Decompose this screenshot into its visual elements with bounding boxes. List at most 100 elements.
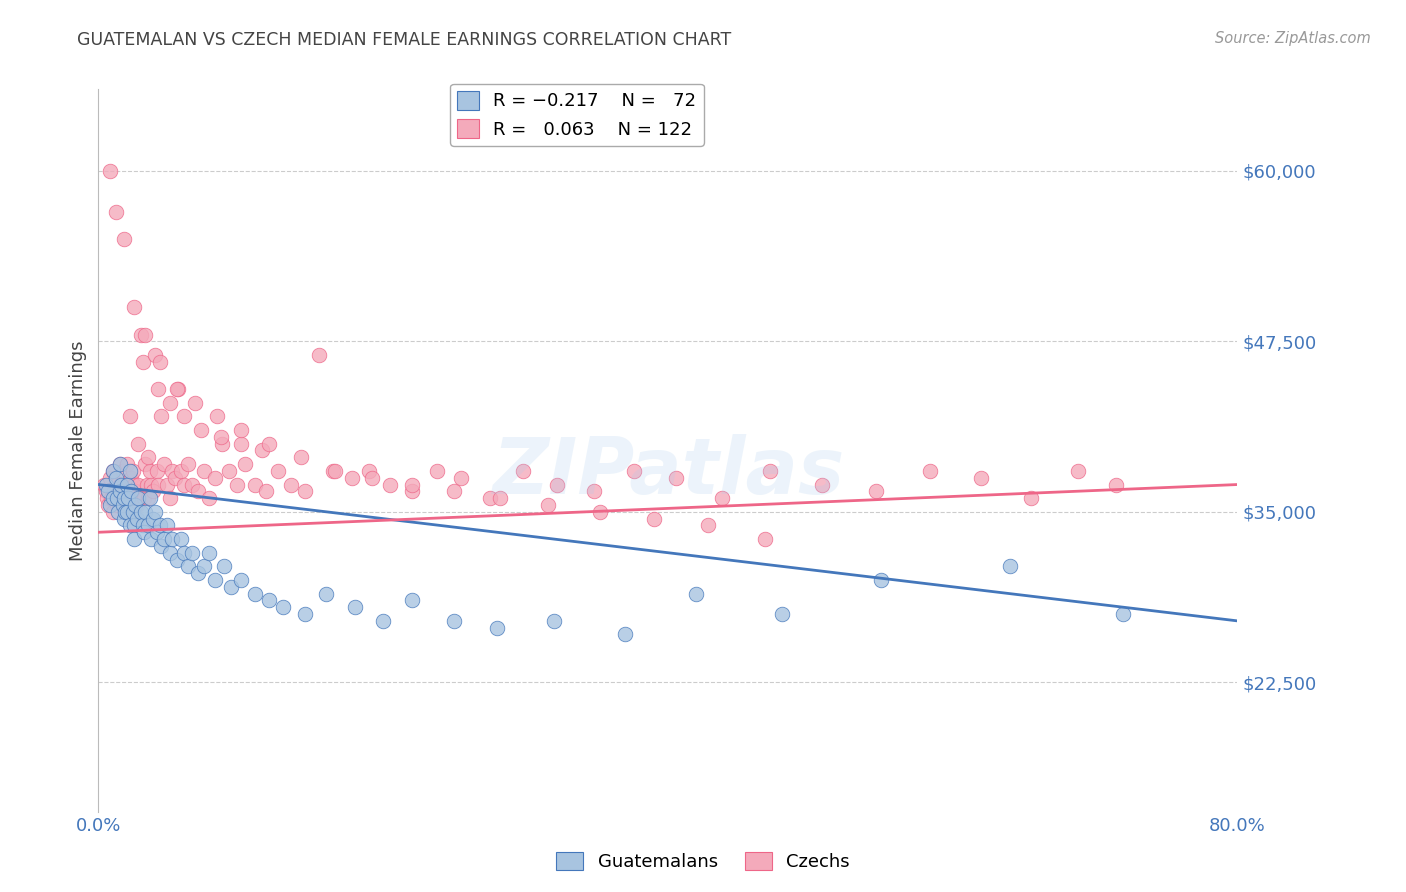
- Point: [139, 477, 162, 491]
- Point: [131, 355, 153, 369]
- Point: [218, 464, 240, 478]
- Point: [187, 566, 209, 581]
- Point: [98, 164, 121, 178]
- Point: [401, 477, 423, 491]
- Point: [122, 532, 145, 546]
- Point: [101, 491, 124, 505]
- Point: [127, 491, 149, 505]
- Point: [543, 614, 565, 628]
- Point: [134, 327, 156, 342]
- Point: [267, 464, 290, 478]
- Point: [103, 484, 125, 499]
- Point: [204, 471, 226, 485]
- Point: [132, 525, 155, 540]
- Point: [121, 464, 143, 478]
- Point: [280, 477, 302, 491]
- Point: [308, 348, 330, 362]
- Point: [1067, 464, 1090, 478]
- Point: [181, 546, 204, 560]
- Point: [129, 327, 152, 342]
- Point: [173, 477, 195, 491]
- Point: [132, 491, 155, 505]
- Point: [100, 491, 122, 505]
- Point: [94, 477, 117, 491]
- Point: [193, 464, 215, 478]
- Point: [156, 518, 179, 533]
- Point: [118, 464, 141, 478]
- Point: [478, 491, 501, 505]
- Point: [273, 600, 295, 615]
- Point: [114, 505, 136, 519]
- Point: [125, 511, 148, 525]
- Point: [177, 457, 200, 471]
- Point: [148, 382, 170, 396]
- Point: [165, 471, 187, 485]
- Point: [149, 518, 172, 533]
- Point: [401, 593, 423, 607]
- Point: [156, 477, 179, 491]
- Point: [643, 511, 665, 525]
- Point: [323, 464, 346, 478]
- Point: [173, 546, 195, 560]
- Point: [1019, 491, 1042, 505]
- Point: [204, 573, 226, 587]
- Point: [537, 498, 560, 512]
- Point: [665, 471, 688, 485]
- Point: [588, 505, 610, 519]
- Point: [340, 471, 363, 485]
- Point: [401, 484, 423, 499]
- Point: [117, 491, 139, 505]
- Point: [108, 457, 131, 471]
- Point: [105, 498, 128, 512]
- Point: [108, 477, 131, 491]
- Point: [259, 593, 281, 607]
- Y-axis label: Median Female Earnings: Median Female Earnings: [69, 340, 87, 561]
- Point: [112, 491, 135, 505]
- Point: [343, 600, 366, 615]
- Point: [148, 477, 170, 491]
- Point: [159, 491, 181, 505]
- Point: [98, 471, 121, 485]
- Point: [159, 396, 181, 410]
- Point: [118, 518, 141, 533]
- Point: [193, 559, 215, 574]
- Point: [125, 498, 148, 512]
- Point: [134, 505, 156, 519]
- Point: [141, 484, 163, 499]
- Point: [294, 607, 316, 621]
- Point: [98, 498, 121, 512]
- Point: [115, 477, 138, 491]
- Point: [177, 559, 200, 574]
- Point: [187, 484, 209, 499]
- Point: [918, 464, 941, 478]
- Point: [108, 484, 131, 499]
- Point: [122, 301, 145, 315]
- Point: [294, 484, 316, 499]
- Legend: R = −0.217    N =   72, R =   0.063    N = 122: R = −0.217 N = 72, R = 0.063 N = 122: [450, 84, 703, 146]
- Point: [254, 484, 277, 499]
- Point: [96, 491, 118, 505]
- Text: GUATEMALAN VS CZECH MEDIAN FEMALE EARNINGS CORRELATION CHART: GUATEMALAN VS CZECH MEDIAN FEMALE EARNIN…: [77, 31, 731, 49]
- Point: [108, 457, 131, 471]
- Point: [173, 409, 195, 424]
- Point: [120, 491, 142, 505]
- Point: [810, 477, 832, 491]
- Point: [135, 477, 157, 491]
- Point: [166, 552, 188, 566]
- Point: [145, 505, 167, 519]
- Point: [146, 464, 169, 478]
- Point: [219, 580, 242, 594]
- Point: [131, 518, 153, 533]
- Point: [124, 498, 146, 512]
- Point: [315, 586, 337, 600]
- Point: [107, 491, 129, 505]
- Point: [115, 505, 138, 519]
- Point: [93, 477, 115, 491]
- Point: [136, 518, 159, 533]
- Point: [111, 464, 134, 478]
- Point: [124, 484, 146, 499]
- Point: [110, 477, 132, 491]
- Text: ZIPatlas: ZIPatlas: [492, 434, 844, 510]
- Point: [104, 471, 127, 485]
- Point: [127, 436, 149, 450]
